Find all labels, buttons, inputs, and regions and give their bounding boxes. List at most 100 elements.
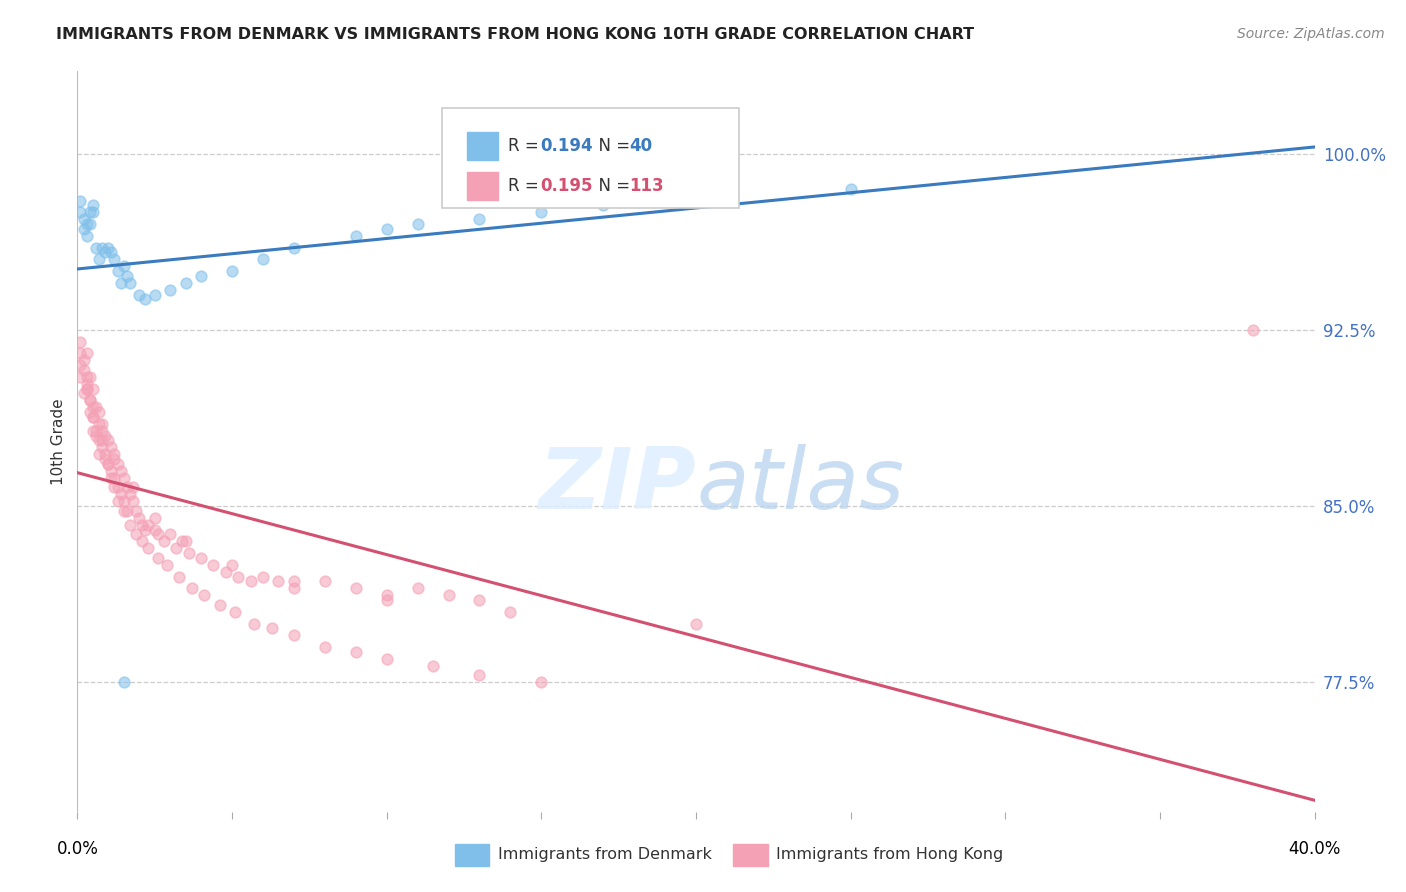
Point: [110, 276, 132, 290]
Point: [118, 487, 141, 501]
Point: [375, 222, 398, 236]
Point: [267, 574, 290, 589]
Point: [72, 386, 94, 401]
Point: [79, 370, 101, 384]
Point: [82, 424, 104, 438]
Point: [177, 546, 200, 560]
Point: [131, 518, 153, 533]
Point: [344, 582, 367, 596]
Point: [84, 428, 107, 442]
Point: [82, 382, 104, 396]
Point: [125, 527, 148, 541]
Text: N =: N =: [588, 177, 636, 194]
Point: [69, 346, 91, 360]
Point: [437, 589, 460, 603]
Point: [97, 457, 120, 471]
Point: [138, 541, 160, 556]
Point: [82, 409, 104, 424]
Point: [112, 260, 135, 274]
Point: [103, 471, 125, 485]
Point: [314, 574, 336, 589]
Y-axis label: 10th Grade: 10th Grade: [51, 398, 66, 485]
Point: [76, 382, 98, 396]
Point: [375, 593, 398, 607]
Text: atlas: atlas: [696, 444, 904, 527]
FancyBboxPatch shape: [443, 109, 740, 209]
Text: 0.194: 0.194: [540, 136, 593, 154]
Point: [193, 589, 215, 603]
Point: [128, 287, 150, 301]
Point: [252, 570, 274, 584]
Point: [82, 205, 104, 219]
Point: [94, 428, 117, 442]
Point: [118, 276, 141, 290]
Point: [79, 393, 101, 408]
Text: 40: 40: [628, 136, 652, 154]
Bar: [454, 844, 489, 866]
Point: [91, 241, 114, 255]
Point: [169, 570, 191, 584]
Text: IMMIGRANTS FROM DENMARK VS IMMIGRANTS FROM HONG KONG 10TH GRADE CORRELATION CHAR: IMMIGRANTS FROM DENMARK VS IMMIGRANTS FR…: [56, 27, 974, 42]
Point: [110, 487, 132, 501]
Point: [87, 434, 110, 448]
Point: [112, 675, 135, 690]
Point: [685, 189, 707, 203]
Point: [685, 616, 707, 631]
Point: [72, 222, 94, 236]
Point: [530, 675, 553, 690]
Point: [530, 205, 553, 219]
Point: [165, 541, 187, 556]
Point: [499, 605, 522, 619]
Point: [190, 268, 212, 283]
Point: [262, 621, 284, 635]
Point: [202, 558, 225, 572]
Point: [107, 494, 129, 508]
Point: [69, 334, 91, 349]
Point: [125, 504, 148, 518]
Point: [110, 464, 132, 478]
Text: 0.195: 0.195: [540, 177, 592, 194]
Point: [115, 268, 138, 283]
Point: [406, 217, 429, 231]
Point: [283, 574, 305, 589]
Point: [468, 668, 491, 682]
Point: [76, 217, 98, 231]
Point: [314, 640, 336, 655]
Point: [84, 424, 107, 438]
Point: [592, 198, 614, 212]
Point: [174, 276, 197, 290]
Point: [107, 480, 129, 494]
Point: [91, 441, 114, 455]
Text: 113: 113: [628, 177, 664, 194]
Point: [82, 198, 104, 212]
Point: [283, 628, 305, 642]
Point: [103, 452, 125, 467]
Point: [143, 511, 166, 525]
Point: [103, 252, 125, 267]
Point: [76, 376, 98, 391]
Point: [112, 471, 135, 485]
Point: [172, 534, 194, 549]
Point: [283, 582, 305, 596]
Point: [69, 358, 91, 372]
Point: [118, 518, 141, 533]
Point: [221, 264, 243, 278]
Point: [344, 645, 367, 659]
Point: [100, 464, 122, 478]
Point: [422, 659, 444, 673]
Point: [215, 565, 238, 579]
Point: [839, 182, 862, 196]
Point: [103, 447, 125, 461]
Point: [107, 264, 129, 278]
Point: [79, 405, 101, 419]
Point: [76, 346, 98, 360]
Point: [97, 241, 120, 255]
Point: [91, 424, 114, 438]
Point: [122, 494, 145, 508]
Point: [134, 523, 156, 537]
Point: [72, 353, 94, 368]
Point: [76, 382, 98, 396]
Point: [112, 504, 135, 518]
Point: [375, 589, 398, 603]
Point: [79, 205, 101, 219]
